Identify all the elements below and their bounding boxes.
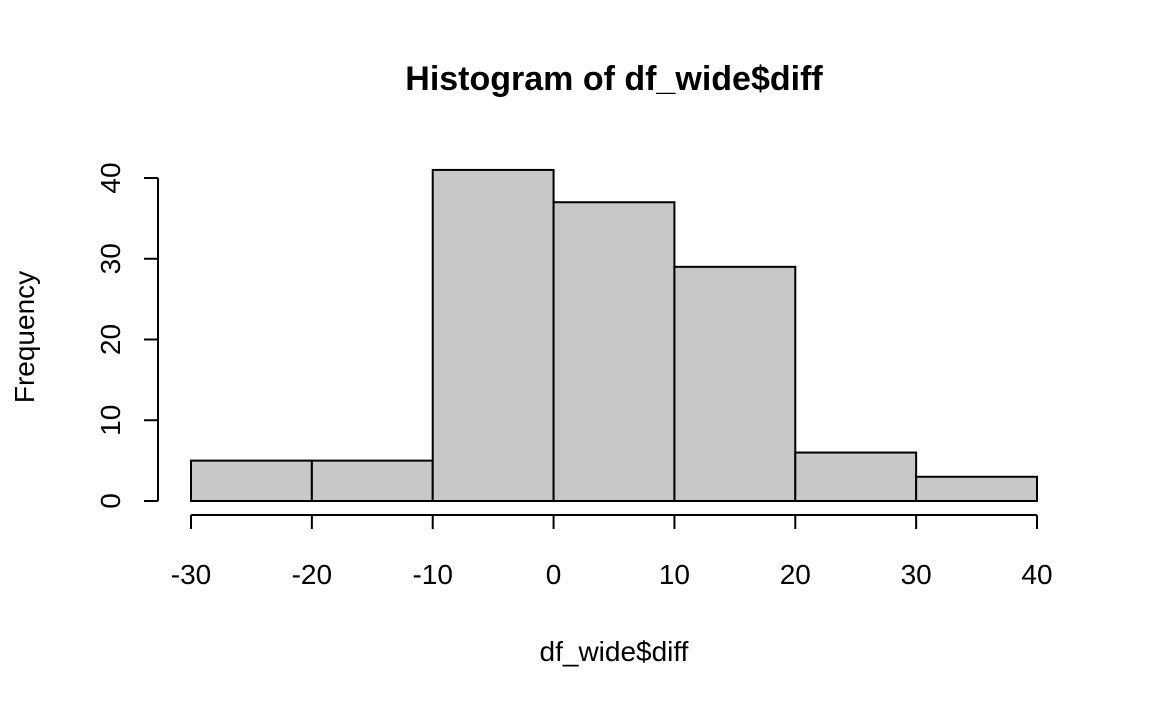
y-axis: 0 10 20 30 40 (95, 162, 159, 509)
histogram-bar-3 (552, 201, 676, 502)
x-axis: -30 -20 -10 0 10 20 30 40 (171, 514, 1053, 590)
y-axis-label: Frequency (9, 271, 40, 403)
y-tick-label-0: 0 (95, 493, 126, 509)
chart-title: Histogram of df_wide$diff (405, 60, 823, 98)
x-tick-label-4: 10 (659, 559, 690, 590)
histogram-bar-0 (190, 459, 313, 502)
x-tick-label-7: 40 (1021, 559, 1052, 590)
x-tick-label-1: -20 (292, 559, 332, 590)
histogram-bar-5 (794, 451, 918, 502)
x-tick-label-6: 30 (901, 559, 932, 590)
histogram-bar-4 (673, 265, 797, 503)
bars-group (190, 168, 1039, 503)
histogram-bar-1 (310, 459, 434, 502)
x-tick-label-3: 0 (546, 559, 562, 590)
y-tick-label-2: 20 (95, 324, 126, 355)
histogram-bar-6 (915, 475, 1039, 502)
y-tick-label-3: 30 (95, 243, 126, 274)
y-tick-label-4: 40 (95, 162, 126, 193)
x-tick-label-5: 20 (780, 559, 811, 590)
x-tick-label-2: -10 (412, 559, 452, 590)
histogram-bar-2 (431, 168, 555, 503)
x-tick-label-0: -30 (171, 559, 211, 590)
x-axis-label: df_wide$diff (540, 636, 689, 667)
y-tick-label-1: 10 (95, 405, 126, 436)
